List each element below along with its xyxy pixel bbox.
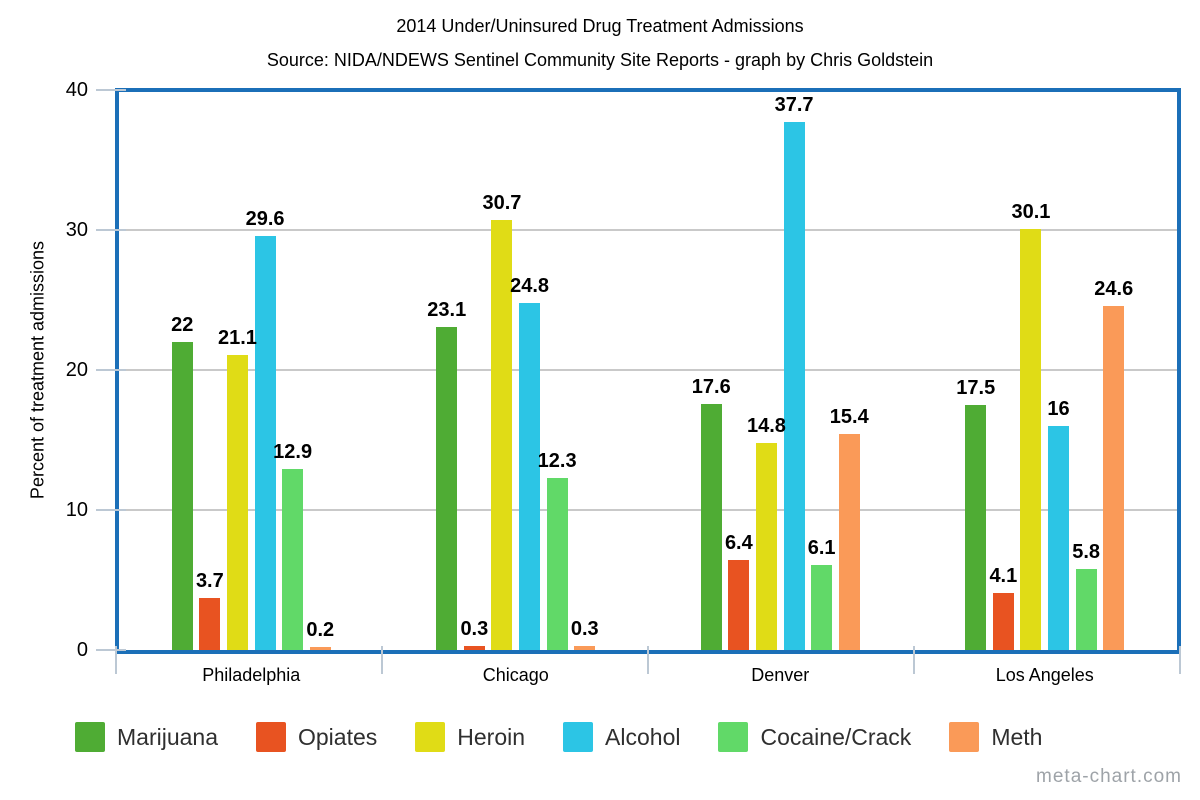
bar bbox=[1020, 228, 1042, 650]
legend-item: Marijuana bbox=[75, 722, 218, 752]
bar bbox=[838, 434, 860, 650]
legend-swatch bbox=[949, 722, 980, 752]
y-tick-label: 0 bbox=[76, 639, 88, 661]
legend-label: Meth bbox=[991, 723, 1043, 750]
x-tick-label: Chicago bbox=[482, 665, 549, 685]
x-tick-mark bbox=[115, 646, 117, 674]
legend-swatch bbox=[415, 722, 446, 752]
chart-subtitle: Source: NIDA/NDEWS Sentinel Community Si… bbox=[266, 50, 934, 70]
bar-value-label: 37.7 bbox=[774, 94, 814, 117]
x-tick-mark bbox=[913, 646, 915, 674]
gridline bbox=[119, 509, 1177, 511]
gridline bbox=[119, 369, 1177, 371]
bar bbox=[1103, 305, 1125, 650]
bar-value-label: 24.8 bbox=[510, 274, 550, 297]
legend-label: Marijuana bbox=[117, 723, 218, 750]
x-tick-mark bbox=[647, 646, 649, 674]
legend-item: Opiates bbox=[256, 722, 377, 752]
bar-value-label: 29.6 bbox=[245, 207, 285, 230]
bar-value-label: 23.1 bbox=[427, 298, 467, 321]
bar-value-label: 12.3 bbox=[537, 449, 577, 472]
bar-value-label: 4.1 bbox=[989, 564, 1018, 587]
plot-area: 22 3.7 21.1 29.6 12.9 0.2 23.1 0.3 30.7 24.8 12.3 0… bbox=[115, 88, 1181, 654]
bar bbox=[436, 326, 458, 650]
bar bbox=[282, 469, 304, 650]
legend: Marijuana Opiates Heroin Alcohol Cocaine/Cra… bbox=[75, 722, 1042, 752]
bar-value-label: 16 bbox=[1047, 398, 1070, 420]
chart-title: 2014 Under/Uninsured Drug Treatment Admi… bbox=[396, 16, 804, 36]
bar-value-label: 0.3 bbox=[570, 617, 599, 640]
bar-value-label: 14.8 bbox=[746, 414, 786, 437]
bar-value-label: 30.7 bbox=[482, 192, 522, 215]
bar bbox=[519, 302, 541, 650]
bar-value-label: 0.2 bbox=[306, 619, 335, 642]
bar-value-label: 3.7 bbox=[195, 570, 224, 593]
bar bbox=[463, 645, 485, 650]
x-tick-mark bbox=[381, 646, 383, 674]
bar-value-label: 21.1 bbox=[217, 326, 257, 349]
bar bbox=[546, 477, 568, 650]
bar bbox=[309, 647, 331, 650]
bar bbox=[226, 354, 248, 650]
y-tick-mark bbox=[96, 89, 126, 91]
legend-swatch bbox=[718, 722, 749, 752]
legend-item: Cocaine/Crack bbox=[718, 722, 911, 752]
bar-value-label: 0.3 bbox=[460, 617, 489, 640]
bar-value-label: 17.6 bbox=[691, 375, 731, 398]
legend-item: Heroin bbox=[415, 722, 525, 752]
bar-value-label: 12.9 bbox=[273, 441, 313, 464]
legend-item: Alcohol bbox=[563, 722, 680, 752]
bar bbox=[783, 122, 805, 650]
bar bbox=[755, 442, 777, 650]
y-tick-mark bbox=[96, 369, 126, 371]
bar-value-label: 6.1 bbox=[807, 536, 836, 559]
legend-label: Alcohol bbox=[605, 723, 681, 750]
bar bbox=[811, 564, 833, 650]
bar bbox=[700, 403, 722, 650]
legend-swatch bbox=[256, 722, 286, 752]
bar bbox=[1075, 568, 1097, 650]
legend-swatch bbox=[563, 722, 594, 752]
bar-value-label: 17.5 bbox=[956, 377, 996, 399]
legend-label: Heroin bbox=[457, 723, 526, 750]
bar-value-label: 30.1 bbox=[1011, 200, 1051, 223]
bar bbox=[574, 645, 596, 650]
watermark: meta-chart.com bbox=[1036, 766, 1182, 787]
y-tick-label: 40 bbox=[65, 79, 88, 101]
legend-item: Meth bbox=[949, 722, 1042, 752]
x-tick-label: Philadelphia bbox=[202, 665, 301, 685]
bar bbox=[199, 598, 221, 650]
y-tick-label: 10 bbox=[65, 499, 88, 521]
bar bbox=[965, 405, 987, 650]
bar bbox=[992, 592, 1014, 650]
y-tick-label: 20 bbox=[65, 359, 88, 381]
bar bbox=[728, 560, 750, 650]
x-tick-label: Denver bbox=[751, 665, 810, 685]
bar bbox=[1048, 426, 1070, 650]
bar-value-label: 24.6 bbox=[1094, 277, 1134, 300]
bar bbox=[171, 342, 193, 650]
y-tick-label: 30 bbox=[65, 219, 88, 241]
bar bbox=[491, 220, 513, 650]
gridline bbox=[119, 229, 1177, 231]
bar-value-label: 6.4 bbox=[724, 532, 753, 555]
legend-label: Opiates bbox=[298, 723, 378, 750]
x-tick-mark bbox=[1179, 646, 1181, 674]
bar bbox=[254, 235, 276, 650]
x-tick-label: Los Angeles bbox=[995, 665, 1094, 685]
y-tick-mark bbox=[96, 649, 126, 651]
bar-value-label: 5.8 bbox=[1072, 540, 1101, 563]
bar-value-label: 22 bbox=[171, 314, 194, 336]
legend-swatch bbox=[75, 722, 105, 752]
y-tick-mark bbox=[96, 509, 126, 511]
legend-label: Cocaine/Crack bbox=[760, 723, 912, 750]
bar-value-label: 15.4 bbox=[829, 406, 869, 429]
y-tick-mark bbox=[96, 229, 126, 231]
